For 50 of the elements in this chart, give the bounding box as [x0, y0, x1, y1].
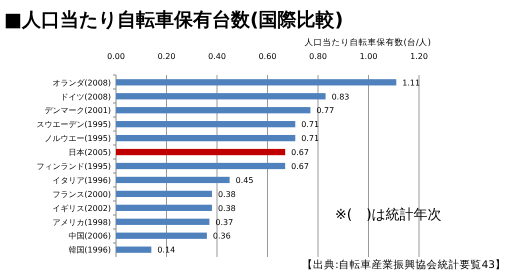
bar [116, 232, 207, 239]
bar [116, 190, 212, 198]
y-tick-label: 日本(2005) [68, 148, 111, 158]
bar [116, 204, 212, 211]
y-tick-label: ドイツ(2008) [60, 92, 111, 102]
data-label: 0.71 [301, 120, 320, 130]
data-label: 0.83 [332, 92, 350, 102]
data-label: 0.77 [316, 106, 334, 116]
y-tick-label: フィンランド(1995) [36, 162, 111, 171]
bar [116, 176, 230, 184]
y-tick-label: 中国(2006) [68, 232, 111, 241]
x-tick-label: 0.60 [258, 52, 276, 61]
x-tick-label: 0.40 [208, 52, 226, 61]
x-tick-label: 0.00 [107, 52, 125, 61]
y-tick-label: イギリス(2002) [52, 204, 111, 213]
data-label: 0.14 [157, 246, 176, 255]
y-tick-label: デンマーク(2001) [44, 106, 111, 116]
bar [116, 148, 286, 156]
x-tick-label: 1.20 [410, 52, 428, 61]
chart-title: ■人口当たり自転車保有台数(国際比較) [4, 9, 344, 31]
bar [116, 218, 210, 225]
y-tick-label: 韓国(1996) [68, 246, 111, 255]
x-tick-label: 0.20 [158, 52, 176, 61]
data-label: 0.38 [218, 204, 236, 213]
x-axis-title: 人口当たり自転車保有数(台/人) [304, 37, 431, 48]
y-tick-label: フランス(2000) [52, 190, 111, 199]
bar [116, 79, 396, 86]
y-tick-label: ノルウエー(1995) [44, 134, 111, 144]
bar [116, 107, 310, 114]
data-label: 0.36 [212, 232, 231, 241]
y-tick-label: オランダ(2008) [52, 78, 111, 88]
data-label: 0.67 [291, 162, 309, 171]
bar [116, 162, 286, 170]
data-label: 0.45 [236, 176, 254, 185]
bar [116, 134, 296, 142]
y-tick-label: アメリカ(1998) [52, 218, 111, 227]
data-label: 0.71 [301, 134, 320, 144]
bar [116, 121, 296, 128]
bar [116, 246, 152, 253]
bar [116, 93, 326, 100]
y-tick-label: イタリア(1996) [52, 176, 111, 185]
text: 【出典:自転車産業振興協会統計要覧43】 [302, 258, 506, 271]
annotation: ※( )は統計年次 [335, 207, 442, 223]
x-tick-label: 1.00 [360, 52, 378, 61]
data-label: 0.67 [291, 148, 309, 158]
y-tick-label: スウエーデン(1995) [36, 120, 111, 130]
x-tick-label: 0.80 [309, 52, 327, 61]
data-label: 0.37 [215, 218, 234, 227]
data-label: 0.38 [218, 190, 236, 199]
data-label: 1.11 [402, 78, 420, 88]
